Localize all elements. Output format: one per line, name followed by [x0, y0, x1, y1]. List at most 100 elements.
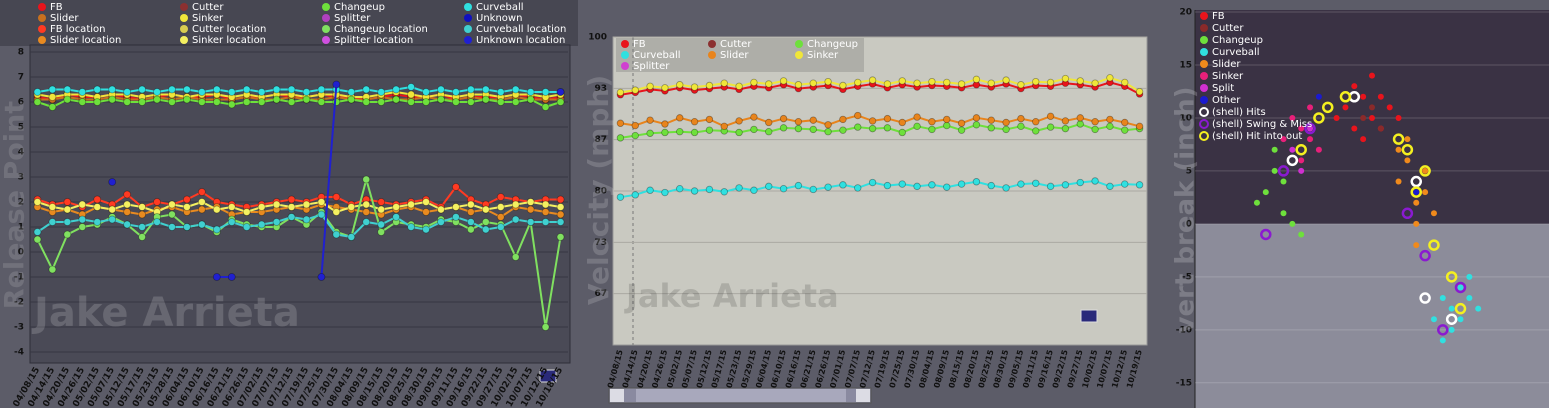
legend-swatch [1199, 107, 1209, 117]
scatter-point [1289, 114, 1296, 121]
data-point [227, 100, 236, 109]
data-point [735, 184, 743, 192]
data-point [1002, 76, 1010, 84]
data-point [392, 85, 401, 94]
data-point [541, 323, 550, 331]
data-point [661, 188, 669, 197]
legend-label: Sinker [1212, 71, 1244, 82]
data-point [690, 117, 699, 126]
data-point [466, 200, 475, 209]
data-point [616, 88, 625, 97]
scatter-point [1369, 114, 1375, 121]
data-point [1106, 182, 1114, 191]
data-point [153, 218, 161, 226]
data-point [676, 184, 684, 193]
data-point [93, 195, 102, 204]
scroll-thumb[interactable] [636, 389, 846, 402]
y-tick-label: 7 [18, 73, 24, 83]
y-tick-label: -3 [14, 323, 24, 333]
data-point [33, 98, 42, 106]
export-icon[interactable] [539, 369, 557, 383]
legend-label: (shell) Hits [1212, 107, 1266, 118]
y-tick-label: 4 [18, 148, 24, 158]
ring-point [1401, 207, 1414, 220]
data-point [735, 117, 743, 125]
data-point [242, 85, 251, 94]
data-point [526, 205, 535, 214]
data-point [317, 210, 326, 219]
data-point [765, 80, 773, 88]
data-point [63, 85, 72, 94]
legend-swatch [38, 14, 46, 22]
data-point [720, 79, 728, 87]
y-tick-label: 100 [588, 33, 607, 43]
data-point [661, 120, 669, 128]
legend-swatch [180, 3, 188, 11]
legend-label: Cutter [1212, 23, 1244, 34]
export-icon[interactable] [1080, 309, 1098, 323]
data-point [212, 85, 221, 94]
ring-point [1419, 292, 1431, 304]
legend-swatch [621, 62, 629, 70]
scatter-point [1298, 167, 1305, 174]
data-point [227, 203, 236, 211]
scatter-point [1377, 93, 1384, 100]
data-point [317, 98, 326, 106]
data-point [1046, 182, 1055, 191]
data-point [377, 205, 386, 214]
scatter-point [1395, 146, 1402, 153]
ring-point [1419, 249, 1431, 262]
scatter-point [1439, 295, 1446, 302]
data-point [48, 203, 57, 211]
data-point [108, 215, 117, 224]
data-point [809, 185, 817, 194]
data-point [332, 98, 341, 106]
data-point [1076, 77, 1084, 85]
scatter-point [1271, 146, 1278, 153]
legend-swatch [1200, 96, 1208, 104]
data-point [839, 126, 847, 134]
scatter-point [1280, 136, 1287, 143]
ring-point [1304, 122, 1316, 135]
data-point [720, 122, 728, 131]
legend-label: Curveball [476, 2, 524, 13]
data-point [616, 119, 625, 127]
data-point [123, 98, 132, 106]
legend-swatch [180, 36, 188, 44]
data-point [407, 200, 415, 209]
data-point [108, 178, 117, 186]
data-point [48, 85, 57, 94]
ring-point [1454, 302, 1467, 315]
data-point [735, 82, 743, 90]
data-point [212, 225, 221, 234]
ring-point [1322, 101, 1334, 114]
data-point [33, 88, 42, 96]
data-point [481, 218, 490, 226]
legend-panel [0, 0, 578, 46]
data-point [556, 233, 565, 241]
data-point [317, 198, 326, 206]
data-point [452, 213, 460, 221]
scatter-point [1298, 231, 1305, 238]
scatter-point [1289, 146, 1296, 153]
data-point [362, 218, 371, 226]
data-point [108, 205, 117, 214]
data-point [1032, 117, 1040, 126]
data-point [452, 88, 460, 96]
data-point [1046, 112, 1055, 121]
scatter-point [1439, 337, 1446, 344]
scroll-left[interactable] [610, 389, 624, 402]
scatter-point [1377, 125, 1384, 132]
data-point [1017, 180, 1025, 188]
data-point [1061, 181, 1070, 189]
legend-swatch [322, 36, 330, 44]
data-point [511, 85, 520, 94]
data-point [794, 181, 803, 190]
scrollbar[interactable] [608, 387, 872, 404]
data-point [108, 95, 117, 104]
data-point [690, 128, 699, 137]
data-point [242, 208, 251, 216]
legend-label: Slider [50, 13, 79, 24]
scroll-right[interactable] [856, 389, 870, 402]
data-point [556, 210, 565, 219]
